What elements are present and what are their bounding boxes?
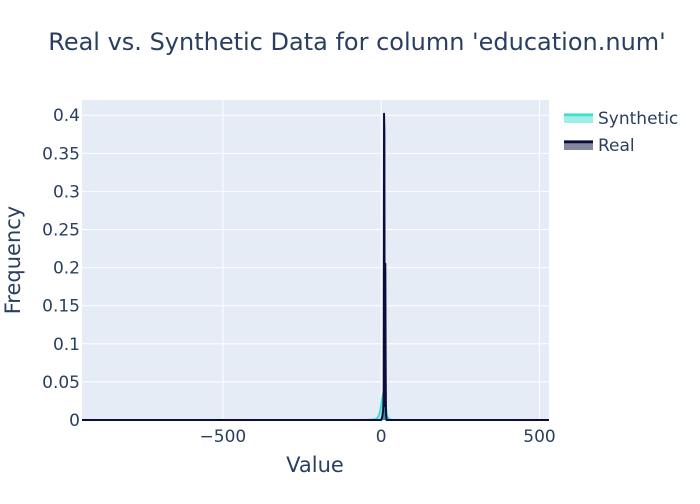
legend-item-synthetic[interactable]: Synthetic: [564, 109, 678, 129]
x-tick-label: 0: [376, 427, 387, 447]
tick-layer: 0 0.05 0.1 0.15 0.2 0.25 0.3 0.35 0.4 −500 0 500: [42, 106, 556, 447]
x-axis-label: Value: [286, 453, 344, 477]
y-tick-label: 0.35: [42, 144, 80, 164]
y-tick-label: 0.2: [53, 259, 80, 279]
y-tick-label: 0.25: [42, 221, 80, 241]
y-tick-label: 0.4: [53, 106, 80, 126]
chart-title: Real vs. Synthetic Data for column 'educ…: [48, 28, 666, 56]
legend[interactable]: Synthetic Real: [564, 109, 678, 156]
y-tick-label: 0.05: [42, 373, 80, 393]
y-tick-label: 0: [69, 411, 80, 431]
y-tick-label: 0.15: [42, 297, 80, 317]
y-tick-label: 0.1: [53, 335, 80, 355]
y-axis-label: Frequency: [1, 206, 25, 315]
legend-swatch-fill: [564, 113, 593, 123]
legend-label: Real: [598, 136, 635, 156]
legend-item-real[interactable]: Real: [564, 136, 635, 156]
plot-area: [82, 100, 549, 420]
legend-label: Synthetic: [598, 109, 678, 129]
series-layer: [82, 112, 549, 421]
grid-layer: [82, 100, 549, 420]
x-tick-label: −500: [200, 427, 247, 447]
legend-swatch-fill: [564, 140, 593, 150]
y-tick-label: 0.3: [53, 182, 80, 202]
x-tick-label: 500: [523, 427, 555, 447]
series-line-real: [82, 112, 549, 421]
